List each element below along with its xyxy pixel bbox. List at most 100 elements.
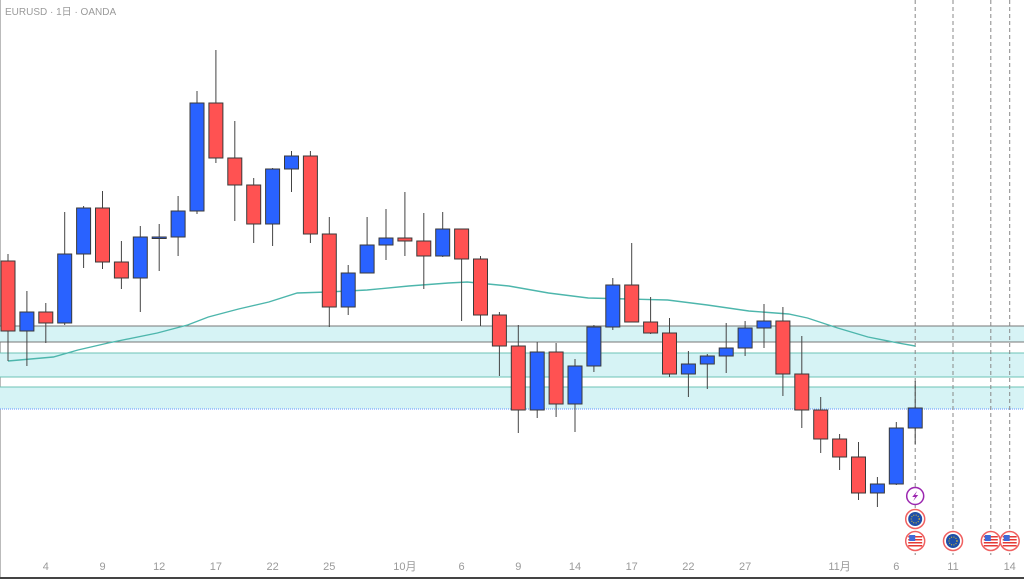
lightning-icon[interactable] <box>905 486 925 506</box>
bearish-candle-body <box>510 345 526 411</box>
candle[interactable] <box>227 121 243 221</box>
bearish-candle-body <box>662 332 677 375</box>
x-tick-label: 25 <box>323 561 335 573</box>
candle[interactable] <box>416 213 432 289</box>
lightning-glyph <box>912 491 919 501</box>
bearish-candle-body <box>851 456 866 494</box>
candle[interactable] <box>832 434 848 470</box>
bullish-candle-body <box>57 253 73 324</box>
candle[interactable] <box>851 442 866 500</box>
candle[interactable] <box>246 178 262 243</box>
moving-average-line <box>7 281 916 362</box>
us-canton <box>1003 535 1010 541</box>
candle[interactable] <box>95 191 110 269</box>
eu-stars <box>948 536 958 546</box>
bullish-candle-body <box>340 272 356 308</box>
bearish-candle-body <box>321 233 337 308</box>
candle[interactable] <box>321 217 337 327</box>
candle[interactable] <box>57 212 73 325</box>
candle[interactable] <box>76 206 92 268</box>
candle[interactable] <box>794 336 810 428</box>
x-tick-label: 14 <box>569 561 581 573</box>
candle[interactable] <box>907 381 923 444</box>
candle[interactable] <box>378 209 394 260</box>
candle[interactable] <box>888 422 904 485</box>
candle[interactable] <box>113 241 129 289</box>
bullish-candle-body <box>284 155 299 170</box>
candle[interactable] <box>454 228 470 321</box>
candle[interactable] <box>132 226 148 312</box>
candle[interactable] <box>643 297 659 334</box>
eu-flag-icon[interactable] <box>904 508 926 530</box>
x-tick-label: 9 <box>515 561 521 573</box>
us-stripe <box>983 542 998 544</box>
candle[interactable] <box>586 325 602 372</box>
candle[interactable] <box>662 318 677 377</box>
bearish-candle-body <box>473 258 488 316</box>
bearish-candle-body <box>813 409 829 440</box>
bearish-candle-body <box>246 184 262 225</box>
bearish-candle-body <box>832 438 848 458</box>
us-flag-icon[interactable] <box>904 530 926 552</box>
us-flag-icon[interactable] <box>980 530 1002 552</box>
candle[interactable] <box>869 477 885 507</box>
candle[interactable] <box>19 291 35 366</box>
candle[interactable] <box>473 256 488 326</box>
bullish-candle-body <box>378 237 394 246</box>
candle[interactable] <box>529 342 545 418</box>
candle[interactable] <box>151 224 167 271</box>
candle[interactable] <box>359 217 375 274</box>
bullish-candle-body <box>189 102 205 212</box>
bullish-candle-body <box>567 365 583 405</box>
us-flag-icon[interactable] <box>999 530 1020 552</box>
candle[interactable] <box>189 91 205 214</box>
candle[interactable] <box>548 343 564 417</box>
bearish-candle-body <box>302 155 318 235</box>
bearish-candle-body <box>397 237 413 242</box>
us-stripe <box>908 545 923 547</box>
candle[interactable] <box>567 359 583 432</box>
bearish-candle-body <box>0 260 16 332</box>
bullish-candle-body <box>605 284 621 328</box>
eu-stars <box>910 514 920 524</box>
bearish-candle-body <box>794 373 810 411</box>
eu-flag-icon[interactable] <box>942 530 964 552</box>
x-tick-label: 17 <box>626 561 638 573</box>
candle[interactable] <box>302 151 318 243</box>
bullish-candle-body <box>699 355 715 365</box>
support-zone <box>0 325 1024 343</box>
candle[interactable] <box>397 192 413 256</box>
us-stripe <box>1002 545 1017 547</box>
eu-flag-disc <box>908 512 923 526</box>
bullish-candle-body <box>737 327 753 349</box>
candle[interactable] <box>491 312 507 376</box>
eu-flag-disc <box>946 534 960 548</box>
candle[interactable] <box>38 303 54 343</box>
x-tick-label: 10月 <box>393 561 416 573</box>
candle[interactable] <box>718 323 734 373</box>
chart-bottom-border <box>0 577 1024 579</box>
candle[interactable] <box>510 325 526 433</box>
candle[interactable] <box>340 265 356 315</box>
candle[interactable] <box>680 351 696 397</box>
candle[interactable] <box>284 151 299 192</box>
candle[interactable] <box>605 278 621 330</box>
bullish-candle-body <box>718 347 734 357</box>
bullish-candle-body <box>586 326 602 367</box>
candle[interactable] <box>170 196 186 256</box>
candle[interactable] <box>435 212 451 257</box>
candle[interactable] <box>737 321 753 356</box>
candle[interactable] <box>775 307 791 396</box>
candle[interactable] <box>265 168 281 246</box>
zone-fill <box>0 326 1024 342</box>
bearish-candle-body <box>491 314 507 347</box>
candle[interactable] <box>813 397 829 453</box>
candle[interactable] <box>699 354 715 389</box>
candle[interactable] <box>208 50 224 163</box>
us-stripe <box>1002 542 1017 544</box>
candle[interactable] <box>624 243 640 323</box>
bullish-candle-body <box>132 236 148 279</box>
candle[interactable] <box>756 304 772 348</box>
candle[interactable] <box>0 254 16 361</box>
